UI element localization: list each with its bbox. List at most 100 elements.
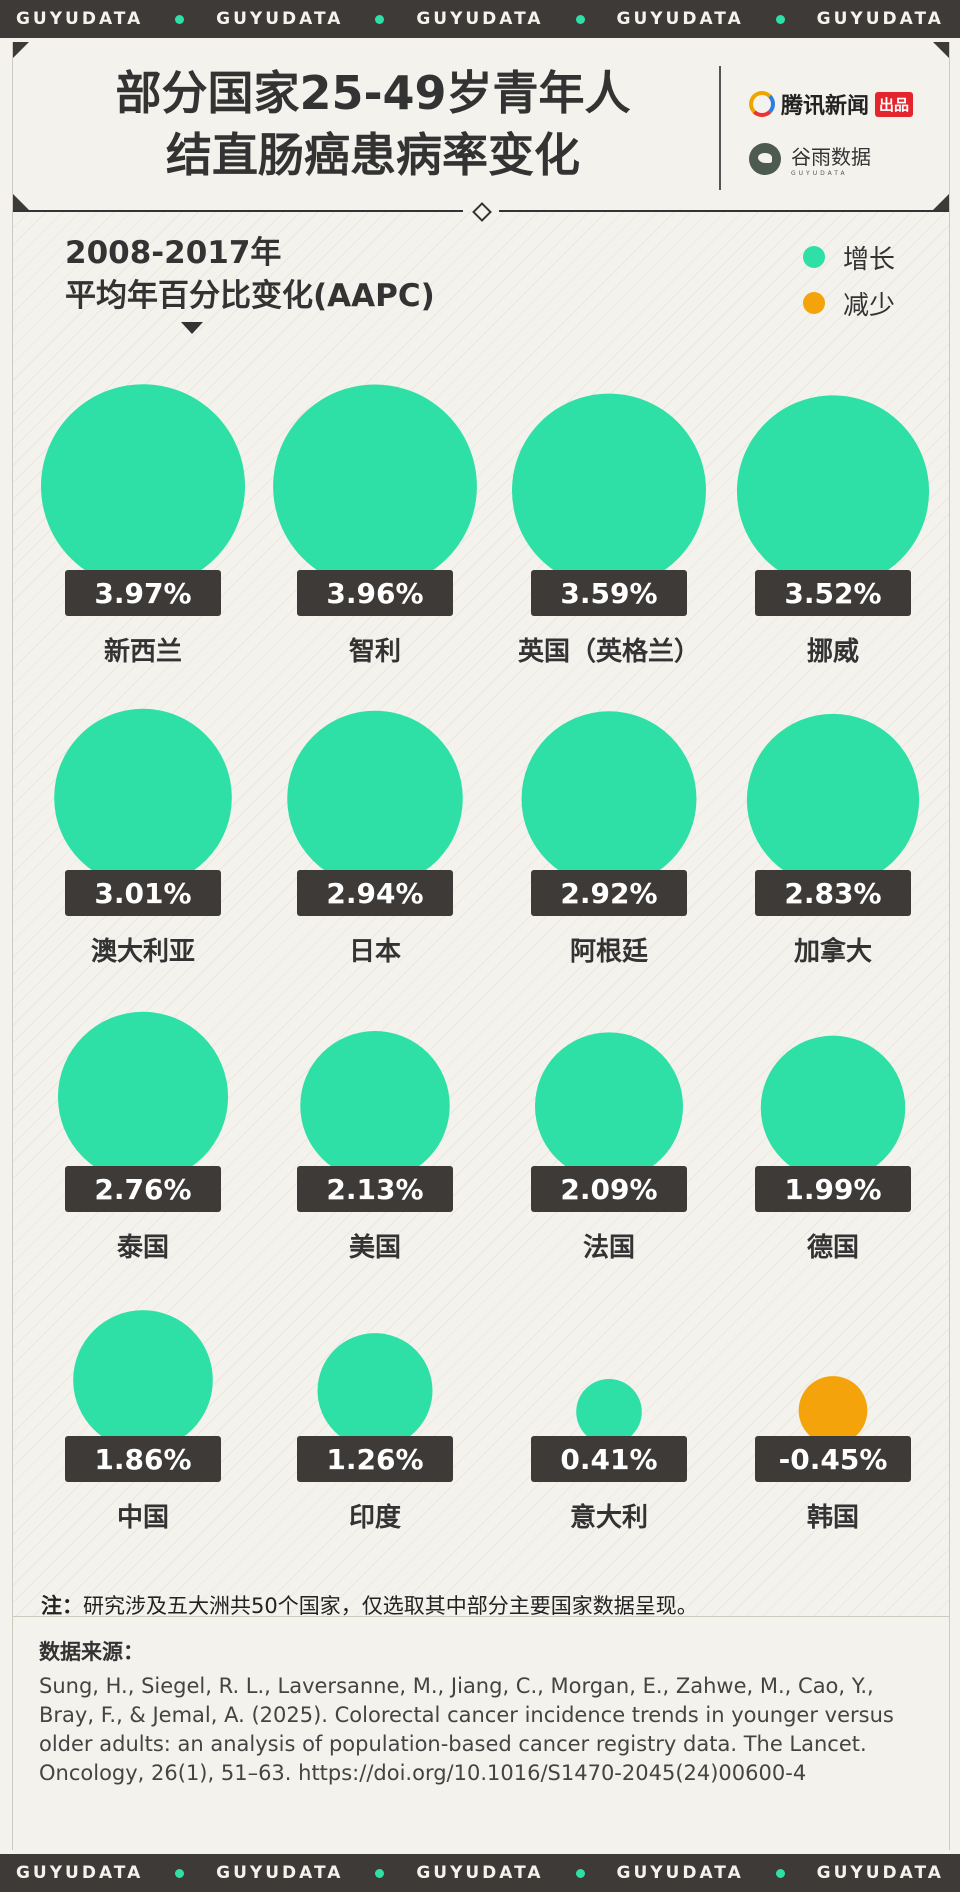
value-label: 3.59% [560, 577, 657, 610]
legend-item-increase: 增长 [803, 234, 895, 280]
aapc-label-line2: 平均年百分比变化(AAPC) [65, 278, 435, 314]
corner-decoration [13, 194, 29, 210]
value-label-box [531, 1436, 687, 1482]
legend-dot-increase [803, 246, 825, 268]
corner-decoration [933, 194, 949, 210]
band-word: GUYUDATA [816, 1863, 944, 1883]
legend-label: 减少 [843, 290, 896, 321]
header-rule [499, 210, 949, 212]
value-label: 3.01% [94, 877, 191, 910]
main-panel: 部分国家25-49岁青年人 结直肠癌患病率变化 腾讯新闻 出品 谷雨数据 GUY… [12, 42, 950, 1850]
bubble [736, 395, 930, 588]
tencent-news-logo-icon [749, 91, 775, 117]
band-dot [575, 14, 585, 24]
aapc-label-line1: 2008-2017年 [65, 235, 282, 271]
band-word: GUYUDATA [416, 1863, 544, 1883]
bubble-chart: 3.97% 新西兰 3.96% 智利 3.59% 英国（英格兰） 3.52% 挪威 3.01% 澳… [41, 384, 930, 1533]
source-title: 数据来源： [39, 1640, 144, 1664]
band-dot [375, 1868, 385, 1878]
value-label-box [65, 1436, 221, 1482]
country-label: 德国 [807, 1233, 859, 1263]
value-label: 2.76% [94, 1173, 191, 1206]
bubble [760, 1035, 906, 1181]
bubble [54, 708, 232, 887]
source-section [13, 1616, 949, 1850]
header-rule [13, 210, 463, 212]
brand1-name: 腾讯新闻 [781, 94, 870, 119]
header: 部分国家25-49岁青年人 结直肠癌患病率变化 腾讯新闻 出品 谷雨数据 GUY… [13, 42, 949, 210]
country-label: 新西兰 [104, 636, 182, 667]
bubble [521, 711, 697, 887]
value-label: 1.86% [94, 1443, 191, 1476]
note-prefix: 注： [41, 1594, 83, 1618]
note-text: 研究涉及五大洲共50个国家，仅选取其中部分主要国家数据呈现。 [83, 1594, 698, 1618]
country-label: 美国 [349, 1232, 401, 1263]
legend-dot-decrease [803, 292, 825, 314]
value-label-box [755, 870, 911, 916]
country-label: 印度 [349, 1502, 401, 1533]
header-divider [719, 66, 721, 190]
value-label: 3.52% [784, 577, 881, 610]
band-word: GUYUDATA [816, 9, 944, 29]
value-label-box [531, 570, 687, 616]
value-label: 2.92% [560, 877, 657, 910]
brand2-sub: GUYUDATA [791, 170, 848, 177]
value-label: 2.09% [560, 1173, 657, 1206]
value-label: 3.97% [94, 577, 191, 610]
tencent-news-brand: 腾讯新闻 出品 [749, 84, 914, 124]
value-label-box [297, 1166, 453, 1212]
aapc-label: 2008-2017年 平均年百分比变化(AAPC) [65, 232, 435, 318]
value-label-box [65, 870, 221, 916]
country-label: 韩国 [807, 1503, 859, 1533]
band-word: GUYUDATA [15, 1863, 144, 1883]
country-label: 加拿大 [794, 936, 872, 967]
legend-item-decrease: 减少 [803, 280, 895, 326]
band-dot [175, 14, 185, 24]
value-label: 2.83% [784, 877, 881, 910]
country-label: 法国 [583, 1233, 635, 1263]
brand2-name: 谷雨数据 [791, 145, 871, 169]
band-dot [775, 14, 785, 24]
bubble [73, 1310, 213, 1450]
value-label-box [531, 870, 687, 916]
title-line-2: 结直肠癌患病率变化 [166, 128, 580, 182]
corner-decoration [13, 42, 29, 58]
legend-label: 增长 [843, 244, 896, 275]
bubble [57, 1011, 229, 1182]
bubble [576, 1379, 642, 1445]
band-dot [575, 1868, 585, 1878]
bubble [287, 710, 463, 887]
value-label-box [297, 870, 453, 916]
band-word: GUYUDATA [616, 1863, 744, 1883]
source-citation: Sung, H., Siegel, R. L., Laversanne, M.,… [39, 1674, 894, 1785]
value-label-box [755, 570, 911, 616]
title-line-1: 部分国家25-49岁青年人 [115, 66, 631, 120]
country-label: 意大利 [570, 1502, 648, 1533]
legend: 增长 减少 [803, 234, 895, 326]
page-title: 部分国家25-49岁青年人 结直肠癌患病率变化 [53, 62, 693, 186]
country-label: 日本 [349, 937, 401, 967]
bubble [534, 1032, 684, 1181]
bubble [41, 384, 245, 589]
value-label: 0.41% [560, 1443, 657, 1476]
guyu-bird-logo-icon [749, 143, 781, 175]
value-label: 3.96% [326, 577, 423, 610]
bubble [512, 393, 706, 588]
corner-decoration [933, 42, 949, 58]
value-label-box [297, 570, 453, 616]
bottom-band: GUYUDATA GUYUDATA GUYUDATA GUYUDATA GUYU… [0, 1854, 960, 1892]
guyu-data-brand: 谷雨数据 GUYUDATA [749, 134, 871, 184]
value-label: 1.99% [784, 1173, 881, 1206]
band-word: GUYUDATA [616, 9, 744, 29]
value-label-box [531, 1166, 687, 1212]
bubble [317, 1333, 433, 1449]
footnote: 注：研究涉及五大洲共50个国家，仅选取其中部分主要国家数据呈现。 [41, 1590, 698, 1620]
bubble [798, 1376, 868, 1445]
country-label: 英国（英格兰） [518, 636, 700, 667]
value-label-box [297, 1436, 453, 1482]
value-label: 2.13% [326, 1173, 423, 1206]
source-divider [13, 1616, 949, 1617]
value-label-box [65, 570, 221, 616]
country-label: 泰国 [117, 1233, 169, 1263]
bubble [273, 384, 477, 589]
